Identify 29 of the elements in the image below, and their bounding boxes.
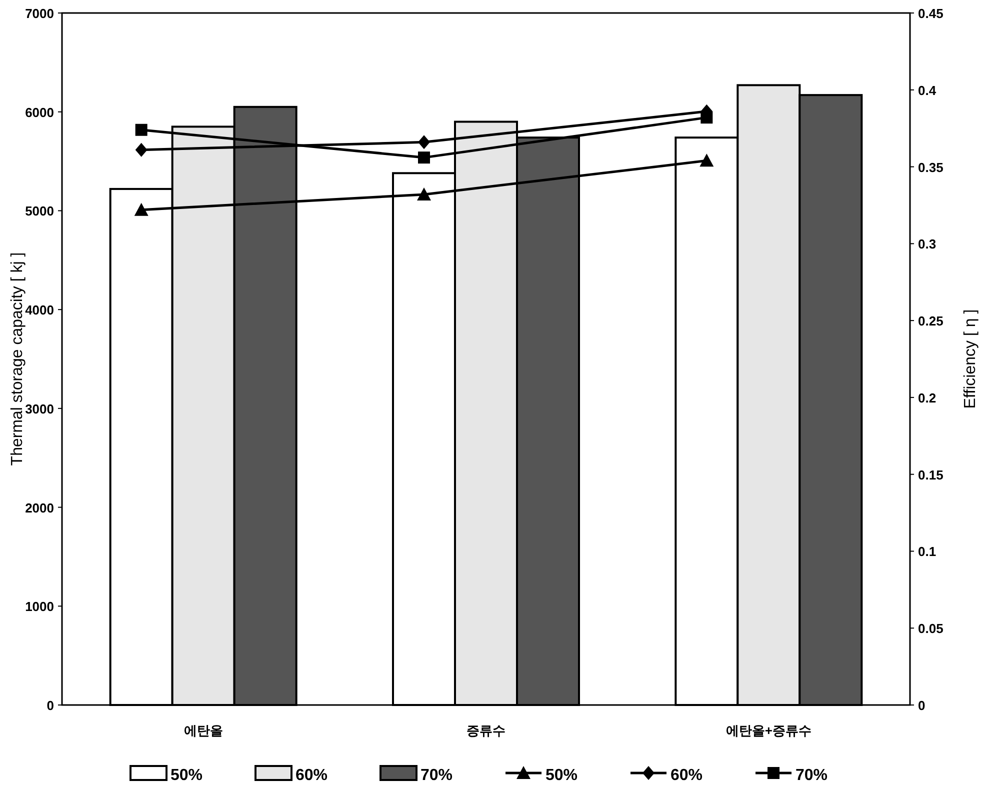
- y2-tick-label: 0: [918, 698, 926, 713]
- legend-label: 50%: [170, 767, 203, 784]
- y2-tick-label: 0.1: [918, 544, 936, 560]
- y-tick-label: 3000: [25, 401, 54, 416]
- y-tick-label: 7000: [25, 6, 54, 21]
- x-tick-label: 에탄올+증류수: [726, 723, 812, 738]
- y-tick-label: 0: [46, 698, 54, 713]
- legend-label: 50%: [546, 767, 578, 784]
- y2-tick-label: 0.25: [918, 314, 944, 329]
- x-tick-label: 증류수: [466, 723, 506, 738]
- y-tick-label: 5000: [25, 204, 54, 219]
- y2-tick-label: 0.2: [918, 390, 936, 406]
- y2-tick-label: 0.45: [918, 6, 944, 21]
- y2-tick-label: 0.05: [918, 621, 944, 636]
- y-tick-label: 1000: [25, 599, 54, 614]
- y-tick-label: 6000: [25, 104, 54, 120]
- y2-tick-label: 0.3: [918, 236, 936, 252]
- y-axis-title: Thermal storage capacity [ kj ]: [9, 252, 26, 466]
- y2-axis-title: Efficiency [ η ]: [962, 309, 979, 409]
- legend-label: 70%: [420, 767, 453, 784]
- y-tick-label: 4000: [25, 302, 54, 318]
- y2-tick-label: 0.4: [918, 82, 937, 98]
- y2-tick-label: 0.15: [918, 467, 944, 482]
- legend-label: 60%: [670, 767, 703, 784]
- legend-label: 70%: [796, 767, 828, 784]
- y2-tick-label: 0.35: [918, 160, 944, 175]
- x-tick-label: 에탄올: [184, 723, 223, 738]
- legend-label: 60%: [296, 767, 328, 784]
- y-tick-label: 2000: [25, 500, 54, 516]
